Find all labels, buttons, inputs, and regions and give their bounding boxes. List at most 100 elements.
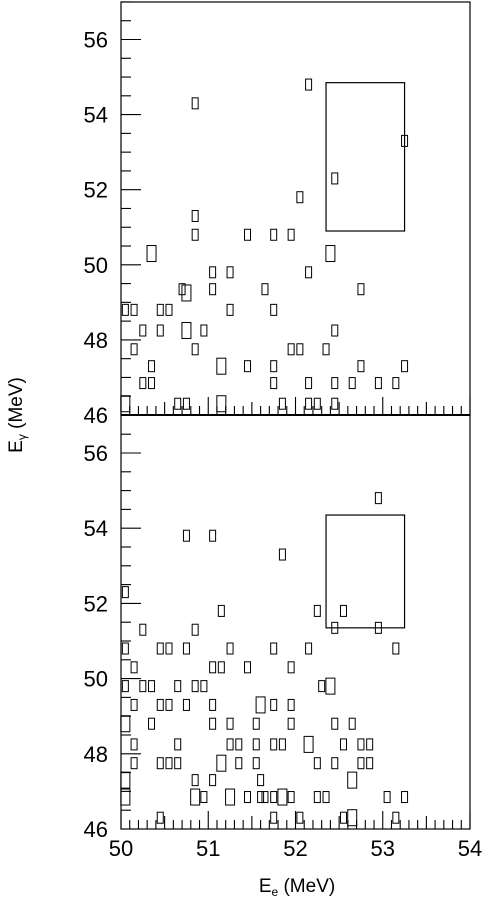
bottom-frame [120, 414, 471, 830]
top-data-point [191, 228, 199, 241]
top-data-point [305, 377, 313, 390]
bottom-data-point [287, 661, 295, 674]
bottom-data-point [235, 738, 243, 751]
y-axis-label: Eγ (MeV) [6, 377, 29, 453]
top-data-point [146, 245, 157, 263]
bottom-y-tick-label: 54 [84, 516, 108, 541]
top-data-point [191, 209, 199, 222]
top-data-point [374, 377, 382, 390]
bottom-data-point [209, 717, 217, 730]
bottom-data-point [130, 661, 138, 674]
x-axis-label-main: E [259, 876, 272, 897]
bottom-data-point [165, 642, 173, 655]
x-axis-label-unit: (MeV) [278, 876, 335, 897]
bottom-data-point [270, 738, 278, 751]
top-data-point [357, 360, 365, 373]
bottom-data-point [200, 680, 208, 693]
bottom-data-point [331, 717, 339, 730]
bottom-data-point [366, 738, 374, 751]
bottom-data-point [374, 621, 382, 634]
bottom-data-point [191, 680, 199, 693]
bottom-data-point [148, 717, 156, 730]
bottom-data-point [209, 774, 217, 787]
top-data-point [200, 324, 208, 337]
bottom-data-point [331, 621, 339, 634]
top-data-point [191, 97, 199, 110]
bottom-data-point [165, 757, 173, 770]
top-data-point [261, 283, 269, 296]
top-data-point [244, 228, 252, 241]
bottom-data-point [401, 791, 409, 804]
bottom-data-point [366, 757, 374, 770]
bottom-data-point [121, 642, 129, 655]
bottom-data-point [278, 738, 286, 751]
bottom-data-point [139, 623, 147, 636]
top-y-tick-label: 48 [84, 328, 108, 353]
bottom-y-tick-label: 56 [84, 441, 108, 466]
top-data-point [296, 343, 304, 356]
bottom-data-point [174, 680, 182, 693]
top-data-point [139, 377, 147, 390]
top-y-tick-label: 46 [84, 403, 108, 428]
bottom-data-point [287, 717, 295, 730]
bottom-data-point [287, 791, 295, 804]
bottom-data-point [270, 791, 278, 804]
top-y-tick-label: 56 [84, 28, 108, 53]
bottom-data-point [357, 757, 365, 770]
bottom-data-point [252, 717, 260, 730]
top-data-point [401, 360, 409, 373]
bottom-data-point [217, 661, 225, 674]
bottom-data-point [120, 715, 131, 733]
top-data-point [226, 266, 234, 279]
bottom-data-point [182, 642, 190, 655]
top-data-point [392, 377, 400, 390]
top-data-point [181, 284, 192, 302]
bottom-data-point [287, 698, 295, 711]
top-data-point [174, 397, 182, 410]
top-data-point [270, 377, 278, 390]
bottom-data-point [156, 642, 164, 655]
top-data-point [216, 357, 227, 375]
top-data-point [165, 303, 173, 316]
bottom-data-point [318, 680, 326, 693]
top-data-point [401, 134, 409, 147]
top-data-point [121, 303, 129, 316]
top-frame [120, 1, 471, 416]
bottom-data-point [270, 811, 278, 824]
bottom-data-point [257, 791, 265, 804]
top-data-point [348, 377, 356, 390]
bottom-data-point [216, 754, 227, 772]
top-data-point [120, 395, 131, 413]
top-data-point [181, 322, 192, 340]
top-data-point [156, 303, 164, 316]
bottom-data-point [226, 717, 234, 730]
bottom-data-point [121, 586, 129, 599]
bottom-data-point [347, 809, 358, 827]
x-tick-label: 51 [196, 836, 220, 861]
bottom-data-point [392, 811, 400, 824]
bottom-data-point [182, 698, 190, 711]
bottom-data-point [252, 757, 260, 770]
bottom-y-tick-label: 48 [84, 742, 108, 767]
bottom-data-point [226, 642, 234, 655]
bottom-data-point [156, 698, 164, 711]
bottom-signal-box [325, 514, 406, 629]
bottom-data-point [209, 661, 217, 674]
x-tick-label: 53 [371, 836, 395, 861]
bottom-data-point [225, 788, 236, 806]
bottom-data-point [120, 788, 131, 806]
y-axis-label-sub: γ [15, 434, 29, 440]
bottom-data-point [383, 791, 391, 804]
bottom-y-tick-label: 52 [84, 591, 108, 616]
bottom-data-point [130, 698, 138, 711]
bottom-data-point [148, 680, 156, 693]
top-data-point [305, 397, 313, 410]
bottom-data-point [357, 738, 365, 751]
top-data-point [278, 397, 286, 410]
top-y-tick-label: 52 [84, 178, 108, 203]
top-data-point [216, 395, 227, 413]
bottom-data-point [156, 811, 164, 824]
bottom-data-point [392, 642, 400, 655]
bottom-data-point [339, 604, 347, 617]
top-data-point [331, 377, 339, 390]
